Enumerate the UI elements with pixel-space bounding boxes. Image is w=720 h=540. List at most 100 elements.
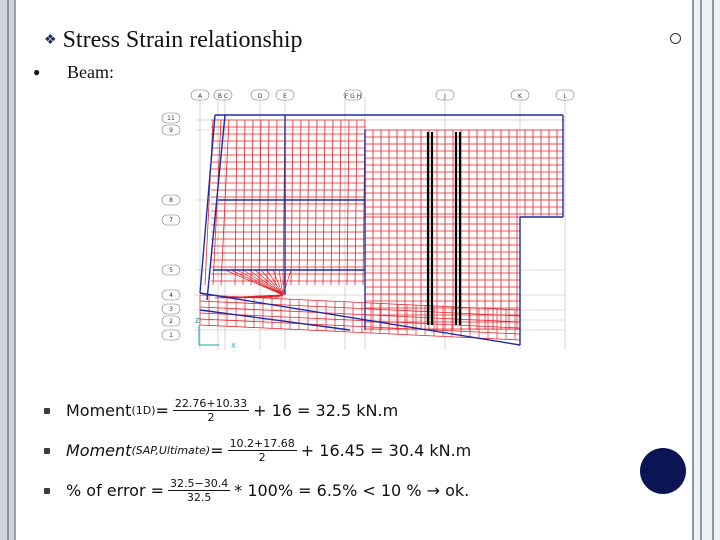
svg-text:J: J xyxy=(443,93,446,100)
frame-line xyxy=(199,309,351,331)
mesh-line xyxy=(266,119,270,286)
mesh-line xyxy=(236,269,284,296)
grid-label-top: J xyxy=(435,89,455,101)
decorative-circle xyxy=(640,448,686,494)
mesh-line xyxy=(272,269,284,296)
equation-row: % of error = 32.5−30.4 32.5 * 100% = 6.5… xyxy=(44,477,469,504)
svg-text:1: 1 xyxy=(169,332,173,339)
grid-label-left: 2 xyxy=(161,315,181,327)
equation-subscript: (1D) xyxy=(131,404,156,417)
svg-text:8: 8 xyxy=(169,197,173,204)
right-frame xyxy=(692,0,720,540)
mesh-line xyxy=(346,119,350,286)
title-row: ❖ Stress Strain relationship xyxy=(44,27,303,54)
mesh-line xyxy=(224,269,284,296)
frame-lines xyxy=(199,114,564,346)
mesh-line xyxy=(274,294,284,299)
mesh-line xyxy=(254,269,284,296)
grid-label-left: 1 xyxy=(161,329,181,341)
equation-rhs: + 16.45 = 30.4 kN.m xyxy=(300,441,472,460)
right-frame-line xyxy=(700,0,702,540)
equation-rhs: + 16 = 32.5 kN.m xyxy=(253,401,399,420)
equation-row: Moment (SAP,Ultimate) = 10.2+17.68 2 + 1… xyxy=(44,437,471,464)
slide-title: Stress Strain relationship xyxy=(62,27,303,53)
fraction-denominator: 2 xyxy=(258,451,266,464)
mesh-line xyxy=(199,312,521,329)
square-bullet-icon xyxy=(44,407,66,414)
grid-label-left: 8 xyxy=(161,194,181,206)
svg-text:F G H: F G H xyxy=(345,93,361,100)
subtitle-row: ● Beam: xyxy=(33,62,114,83)
mesh-line xyxy=(242,269,284,296)
grid-label-left: 9 xyxy=(161,124,181,136)
equation-fraction: 10.2+17.68 2 xyxy=(227,437,297,464)
mesh-line xyxy=(234,119,238,286)
mesh-line xyxy=(266,269,284,296)
dot-bullet-icon: ● xyxy=(33,65,41,79)
mesh-line xyxy=(298,119,302,286)
mesh-line xyxy=(322,119,326,286)
beam-mesh-diagram: A B C D E F G H J K L 11 9 8 7 5 4 3 2 1 Z X xyxy=(161,89,575,350)
svg-text:E: E xyxy=(283,93,287,100)
mesh-line xyxy=(220,119,230,286)
equation-lhs: Moment xyxy=(66,401,132,420)
grid-label-left: 5 xyxy=(161,264,181,276)
mesh-line xyxy=(274,119,278,286)
grid-label-left: 7 xyxy=(161,214,181,226)
grid-label-top: E xyxy=(275,89,295,101)
mesh-line xyxy=(268,294,284,299)
mesh-line xyxy=(199,294,521,311)
svg-text:5: 5 xyxy=(169,267,173,274)
mesh-line xyxy=(260,269,284,296)
square-bullet-icon xyxy=(44,487,66,494)
left-border-line xyxy=(7,0,9,540)
frame-line xyxy=(206,114,226,301)
grid-left-labels: 11 9 8 7 5 4 3 2 1 xyxy=(161,112,181,341)
svg-text:B C: B C xyxy=(218,93,228,100)
diamond-bullet-icon: ❖ xyxy=(44,33,57,48)
mesh-line xyxy=(306,119,310,286)
mesh-line xyxy=(278,269,284,296)
mesh-line xyxy=(199,306,521,323)
mesh-line xyxy=(199,318,521,335)
svg-text:9: 9 xyxy=(169,127,173,134)
right-frame-line xyxy=(692,0,694,540)
grid-label-left: 11 xyxy=(161,112,181,124)
mesh-line xyxy=(230,269,284,296)
mesh-line xyxy=(199,324,521,341)
equation-equals: = xyxy=(210,441,224,460)
grid-label-top: D xyxy=(250,89,270,101)
mesh-line xyxy=(258,119,262,286)
svg-text:4: 4 xyxy=(169,292,173,299)
slide-subtitle: Beam: xyxy=(67,62,114,82)
equation-lhs: % of error = xyxy=(66,481,165,500)
mesh-line xyxy=(242,119,246,286)
svg-text:A: A xyxy=(198,93,203,100)
fraction-numerator: 22.76+10.33 xyxy=(172,397,250,411)
svg-text:2: 2 xyxy=(169,318,173,325)
mesh-lines xyxy=(195,97,566,350)
mesh-line xyxy=(250,119,254,286)
mesh-line xyxy=(354,119,358,286)
equation-fraction: 22.76+10.33 2 xyxy=(172,397,250,424)
mesh-line xyxy=(338,119,342,286)
fraction-denominator: 2 xyxy=(207,411,215,424)
grid-label-top: L xyxy=(555,89,575,101)
svg-text:D: D xyxy=(258,93,263,100)
fraction-numerator: 10.2+17.68 xyxy=(227,437,297,451)
frame-line xyxy=(199,114,216,294)
svg-text:K: K xyxy=(518,93,523,100)
grid-label-left: 3 xyxy=(161,303,181,315)
mesh-line xyxy=(199,300,521,317)
right-frame-line xyxy=(712,0,714,540)
svg-text:7: 7 xyxy=(169,217,173,224)
svg-text:3: 3 xyxy=(169,306,173,313)
equation-row: Moment (1D) = 22.76+10.33 2 + 16 = 32.5 … xyxy=(44,397,398,424)
equation-equals: = xyxy=(155,401,169,420)
svg-text:11: 11 xyxy=(167,115,175,122)
fraction-numerator: 32.5−30.4 xyxy=(168,477,231,491)
grid-label-top: K xyxy=(510,89,530,101)
ring-icon xyxy=(670,33,681,44)
svg-text:L: L xyxy=(563,93,567,100)
